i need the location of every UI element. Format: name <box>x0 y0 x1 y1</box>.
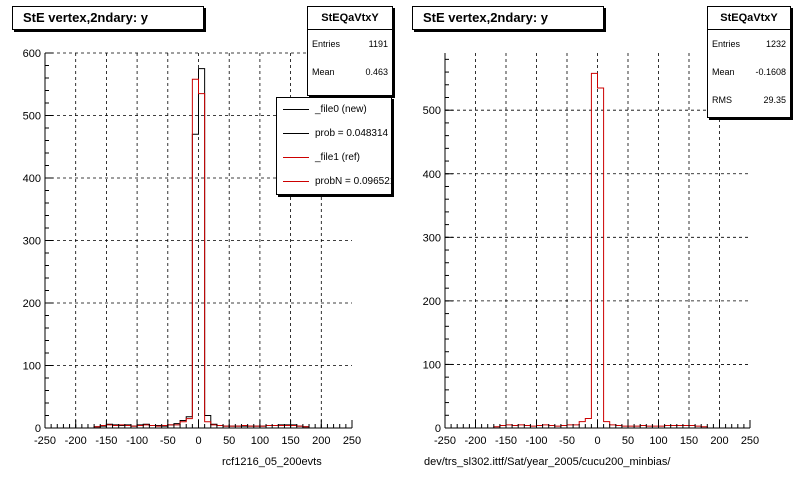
right-y-tick-label: 400 <box>423 169 441 181</box>
right-plot-area <box>445 53 750 428</box>
left-y-tick-label: 100 <box>23 361 41 373</box>
legend-entry-probn: probN = 0.096521 <box>277 170 391 194</box>
left-y-tick-label: 0 <box>35 423 41 435</box>
right-x-axis-label: dev/trs_sl302.ittf/Sat/year_2005/cucu200… <box>424 456 671 468</box>
right-y-tick-label: 0 <box>435 423 441 435</box>
left-y-tick-label: 600 <box>23 48 41 60</box>
left-x-axis-label: rcf1216_05_200evts <box>222 456 322 468</box>
right-x-tick-label: 50 <box>622 435 634 447</box>
right-x-tick-label: 250 <box>741 435 759 447</box>
left-x-tick-label: -100 <box>126 435 148 447</box>
left-stats-entries: Entries 1191 <box>312 39 388 49</box>
left-legend: _file0 (new) prob = 0.048314 _file1 (ref… <box>276 97 392 195</box>
left-y-tick-label: 300 <box>23 236 41 248</box>
left-x-tick-label: 50 <box>223 435 235 447</box>
right-y-tick-label: 100 <box>423 359 441 371</box>
right-y-tick-label: 200 <box>423 296 441 308</box>
left-y-tick-label: 500 <box>23 111 41 123</box>
right-x-tick-label: 150 <box>680 435 698 447</box>
left-x-tick-label: 250 <box>343 435 361 447</box>
right-x-tick-label: 200 <box>710 435 728 447</box>
left-x-tick-label: -150 <box>95 435 117 447</box>
right-y-tick-label: 300 <box>423 232 441 244</box>
right-x-tick-label: 100 <box>649 435 667 447</box>
left-x-tick-label: -200 <box>65 435 87 447</box>
right-stats-entries: Entries 1232 <box>712 39 786 49</box>
right-stats-rms: RMS 29.35 <box>712 95 786 105</box>
left-stats-box: StEQaVtxY Entries 1191 Mean 0.463 <box>307 6 393 96</box>
left-x-tick-label: -50 <box>160 435 176 447</box>
left-stats-mean: Mean 0.463 <box>312 67 388 77</box>
right-x-tick-label: -100 <box>525 435 547 447</box>
left-x-tick-label: 100 <box>251 435 269 447</box>
right-x-tick-label: -250 <box>434 435 456 447</box>
left-x-tick-label: 150 <box>281 435 299 447</box>
right-x-tick-label: -200 <box>464 435 486 447</box>
left-x-tick-label: -250 <box>34 435 56 447</box>
right-x-tick-label: -50 <box>559 435 575 447</box>
right-chart-title: StE vertex,2ndary: y <box>412 6 604 30</box>
left-chart-title: StE vertex,2ndary: y <box>12 6 204 30</box>
legend-entry-file1: _file1 (ref) <box>277 146 391 170</box>
right-x-tick-label: -150 <box>495 435 517 447</box>
left-stats-title: StEQaVtxY <box>308 7 392 30</box>
right-stats-box: StEQaVtxY Entries 1232 Mean -0.1608 RMS 29.… <box>707 6 791 118</box>
left-y-tick-label: 400 <box>23 173 41 185</box>
right-series-0 <box>445 72 750 429</box>
legend-entry-prob: prob = 0.048314 <box>277 122 391 146</box>
legend-entry-file0: _file0 (new) <box>277 98 391 122</box>
left-x-tick-label: 0 <box>195 435 201 447</box>
right-stats-title: StEQaVtxY <box>708 7 790 30</box>
right-x-tick-label: 0 <box>594 435 600 447</box>
right-stats-mean: Mean -0.1608 <box>712 67 786 77</box>
right-y-tick-label: 500 <box>423 105 441 117</box>
left-y-tick-label: 200 <box>23 298 41 310</box>
left-x-tick-label: 200 <box>312 435 330 447</box>
